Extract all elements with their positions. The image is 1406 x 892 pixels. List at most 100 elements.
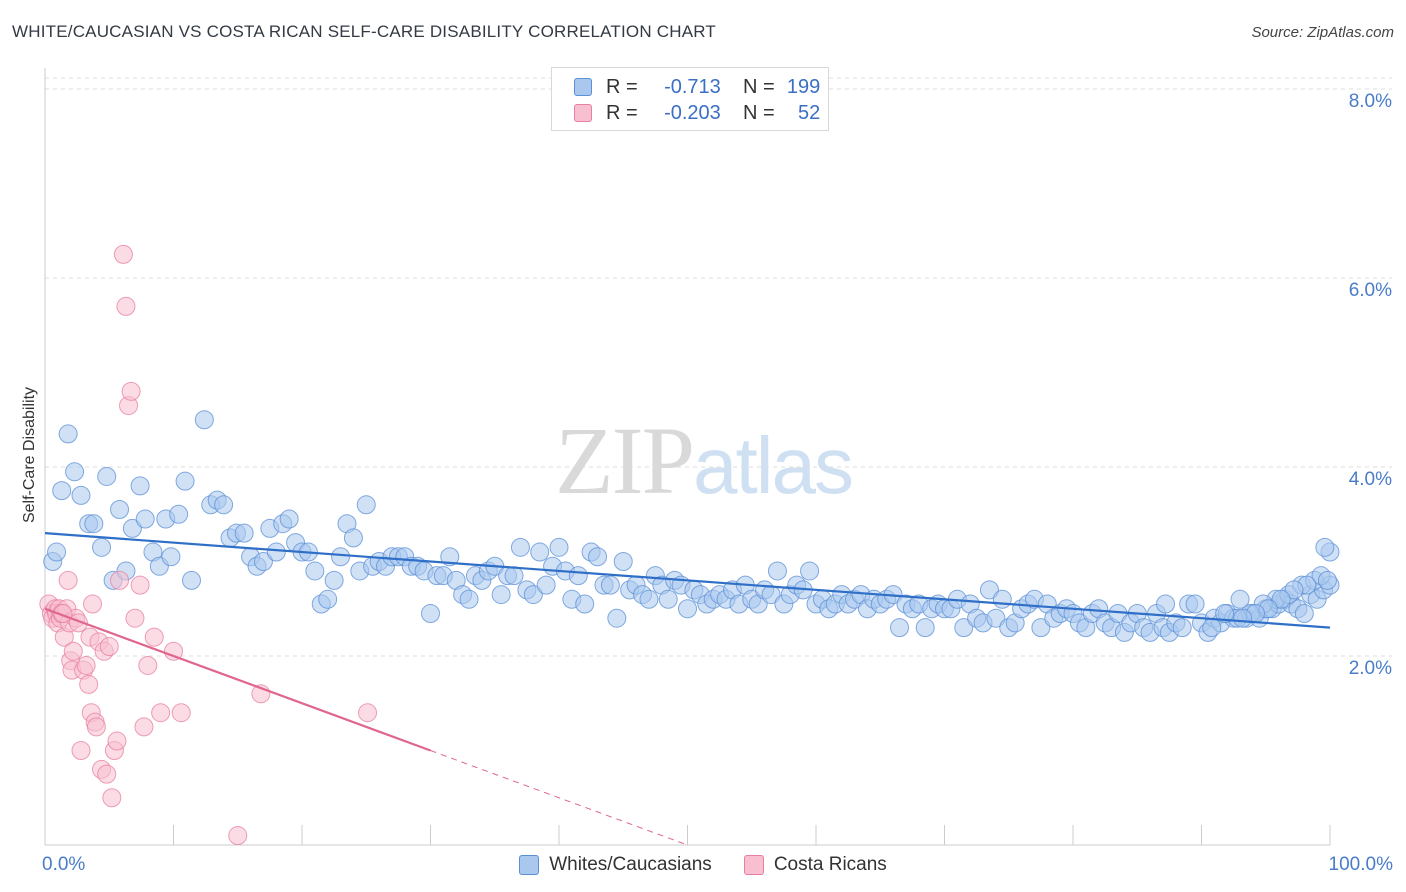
legend-item-whites: Whites/Caucasians — [519, 851, 712, 879]
x-tick-label: 100.0% — [1329, 854, 1394, 875]
legend-row-costa-ricans: R = -0.203 N = 52 — [574, 101, 820, 125]
legend-n-value: 199 — [786, 75, 821, 98]
point-whites — [1294, 603, 1314, 623]
legend-label-costa-ricans: Costa Ricans — [773, 854, 887, 875]
legend-n-label: N = — [743, 101, 775, 124]
point-costa-ricans — [171, 703, 191, 723]
point-whites — [575, 594, 595, 614]
point-whites — [504, 566, 524, 586]
point-costa-ricans — [58, 570, 78, 590]
point-whites — [253, 552, 273, 571]
point-whites — [613, 552, 633, 571]
legend-swatch-whites — [519, 855, 540, 875]
point-whites — [915, 618, 935, 638]
point-whites — [1172, 618, 1192, 638]
point-whites — [1315, 537, 1335, 557]
point-whites — [530, 542, 550, 562]
point-costa-ricans — [134, 717, 154, 737]
point-whites — [58, 424, 78, 444]
legend-r-label: R = — [606, 75, 638, 98]
point-whites — [588, 547, 608, 567]
point-whites — [600, 575, 620, 595]
point-costa-ricans — [79, 674, 99, 694]
watermark-zip: ZIP — [555, 407, 695, 514]
point-whites — [169, 504, 189, 524]
point-costa-ricans — [63, 641, 83, 661]
point-whites — [331, 547, 351, 567]
y-tick-label: 4.0% — [1349, 469, 1392, 490]
point-costa-ricans — [151, 703, 171, 723]
point-whites — [161, 547, 181, 567]
point-costa-ricans — [164, 641, 183, 661]
point-whites — [440, 547, 460, 567]
point-whites — [1233, 608, 1253, 628]
source-credit: Source: ZipAtlas.com — [1251, 24, 1394, 41]
point-whites — [52, 481, 72, 501]
point-whites — [110, 500, 130, 520]
point-whites — [1202, 618, 1222, 638]
point-whites — [459, 589, 479, 609]
chart-title: WHITE/CAUCASIAN VS COSTA RICAN SELF-CARE… — [12, 22, 716, 41]
legend-stats: R = -0.713 N = 199 R = -0.203 N = 52 — [551, 67, 829, 131]
legend-r-value: -0.203 — [664, 101, 721, 124]
point-whites — [568, 566, 588, 586]
point-whites — [214, 495, 234, 515]
point-whites — [1271, 589, 1291, 609]
point-whites — [986, 608, 1006, 628]
point-whites — [135, 509, 155, 529]
point-whites — [356, 495, 376, 515]
point-costa-ricans — [71, 741, 91, 760]
point-whites — [194, 410, 214, 430]
point-costa-ricans — [99, 637, 119, 657]
point-costa-ricans — [228, 826, 248, 846]
legend-item-costa-ricans: Costa Ricans — [743, 851, 887, 879]
point-whites — [510, 537, 530, 557]
point-whites — [607, 608, 627, 628]
point-whites — [122, 518, 142, 538]
point-whites — [491, 585, 511, 605]
point-costa-ricans — [97, 764, 117, 784]
point-whites — [890, 618, 910, 638]
point-whites — [1215, 603, 1235, 623]
point-whites — [324, 570, 344, 590]
point-whites — [1185, 594, 1205, 614]
legend-swatch-whites — [574, 78, 592, 96]
point-costa-ricans — [113, 244, 133, 264]
point-whites — [234, 523, 254, 543]
point-whites — [305, 561, 325, 581]
point-costa-ricans — [121, 381, 141, 401]
legend-r-label: R = — [606, 101, 638, 124]
point-whites — [266, 542, 286, 562]
trend-line-whites — [44, 532, 1331, 629]
point-costa-ricans — [86, 717, 106, 737]
trend-extension-costa-ricans — [430, 750, 688, 846]
point-costa-ricans — [138, 655, 158, 675]
point-whites — [954, 618, 974, 638]
legend-row-whites: R = -0.713 N = 199 — [574, 75, 820, 99]
point-whites — [47, 542, 67, 562]
point-whites — [130, 476, 150, 496]
point-costa-ricans — [107, 731, 127, 751]
x-tick-label: 0.0% — [42, 854, 85, 875]
legend-n-label: N = — [743, 75, 775, 98]
point-whites — [1284, 580, 1304, 600]
point-costa-ricans — [130, 575, 150, 595]
legend-swatch-costa-ricans — [743, 855, 764, 875]
point-whites — [421, 603, 440, 623]
point-whites — [1031, 618, 1051, 638]
point-whites — [658, 589, 678, 609]
point-whites — [92, 537, 112, 557]
point-whites — [992, 589, 1012, 609]
legend-n-value: 52 — [798, 101, 821, 124]
point-costa-ricans — [125, 608, 145, 628]
point-whites — [549, 537, 569, 557]
y-tick-label: 8.0% — [1349, 91, 1392, 112]
point-whites — [318, 589, 338, 609]
legend-label-whites: Whites/Caucasians — [549, 854, 712, 875]
point-whites — [71, 485, 91, 505]
point-whites — [767, 561, 787, 581]
point-costa-ricans — [102, 788, 122, 808]
point-costa-ricans — [110, 570, 130, 590]
point-whites — [65, 462, 85, 482]
legend-r-value: -0.713 — [664, 75, 721, 98]
